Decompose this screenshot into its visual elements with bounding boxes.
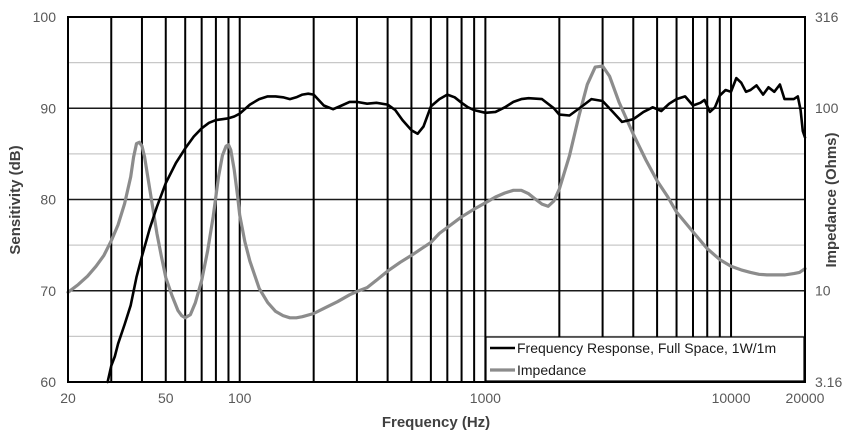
y-axis-right-title: Impedance (Ohms)	[823, 132, 840, 267]
x-tick-label: 10000	[712, 390, 751, 406]
legend: Frequency Response, Full Space, 1W/1m Im…	[485, 336, 805, 382]
vertical-gridlines	[110, 17, 733, 382]
y-tick-label: 60	[40, 374, 56, 390]
y2-tick-label: 100	[815, 100, 839, 116]
y-tick-label: 70	[40, 283, 56, 299]
x-axis-title: Frequency (Hz)	[382, 414, 490, 431]
y2-tick-label: 3.16	[815, 374, 842, 390]
y-axis-left-ticks: 60 70 80 90 100	[33, 9, 57, 390]
x-tick-label: 50	[158, 390, 174, 406]
x-tick-label: 100	[228, 390, 252, 406]
frequency-response-line	[106, 76, 807, 384]
y-tick-label: 80	[40, 192, 56, 208]
y2-tick-label: 316	[815, 9, 839, 25]
impedance-line	[66, 64, 807, 320]
minor-horizontal-gridlines	[68, 62, 805, 337]
legend-label-frequency-response: Frequency Response, Full Space, 1W/1m	[517, 340, 776, 356]
y-tick-label: 100	[33, 9, 57, 25]
y-tick-label: 90	[40, 100, 56, 116]
y-axis-left-title: Sensitivity (dB)	[7, 145, 24, 254]
legend-box	[485, 336, 805, 382]
plot-border	[67, 16, 806, 383]
y-axis-right-ticks: 3.16 10 100 316	[815, 9, 842, 390]
y2-tick-label: 10	[815, 283, 831, 299]
x-axis-ticks: 20 50 100 1000 10000 20000	[60, 390, 824, 406]
x-tick-label: 20	[60, 390, 76, 406]
x-tick-label: 20000	[786, 390, 825, 406]
major-horizontal-gridlines	[68, 107, 805, 292]
x-tick-label: 1000	[470, 390, 501, 406]
series-layer	[66, 64, 807, 384]
legend-label-impedance: Impedance	[517, 362, 586, 378]
